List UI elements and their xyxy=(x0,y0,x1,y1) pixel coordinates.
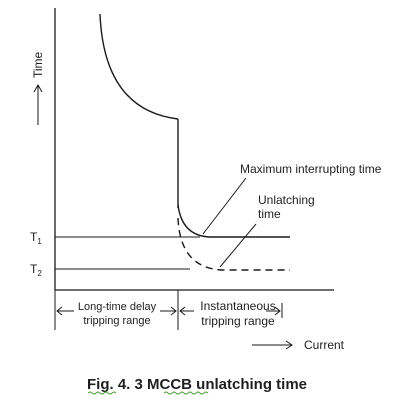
y-axis-label: Time xyxy=(31,51,45,78)
long-time-range-arrows xyxy=(56,306,177,316)
x-axis-arrow xyxy=(252,340,293,350)
figure-caption: Fig. 4. 3 MCCB unlatching time xyxy=(87,376,307,393)
unlatching-label: Unlatching time xyxy=(258,193,315,221)
long-time-range-label: Long-time delay tripping range xyxy=(78,301,157,327)
max-interrupting-leader xyxy=(202,177,247,235)
t2-label: T2 xyxy=(30,262,42,278)
spellcheck-underline-fig xyxy=(87,391,117,395)
t1-label: T1 xyxy=(30,230,42,246)
spellcheck-underline-mccb xyxy=(163,391,209,395)
x-axis-label: Current xyxy=(304,338,345,352)
instantaneous-range-label: Instantaneous tripping range xyxy=(200,299,275,328)
max-interrupting-curve xyxy=(177,204,290,238)
long-time-delay-curve xyxy=(99,13,179,120)
y-axis-arrow xyxy=(33,83,43,125)
unlatching-leader xyxy=(219,223,257,268)
max-interrupting-label: Maximum interrupting time xyxy=(240,162,382,176)
unlatching-time-curve xyxy=(177,217,290,271)
instantaneous-range-arrows xyxy=(179,306,281,316)
